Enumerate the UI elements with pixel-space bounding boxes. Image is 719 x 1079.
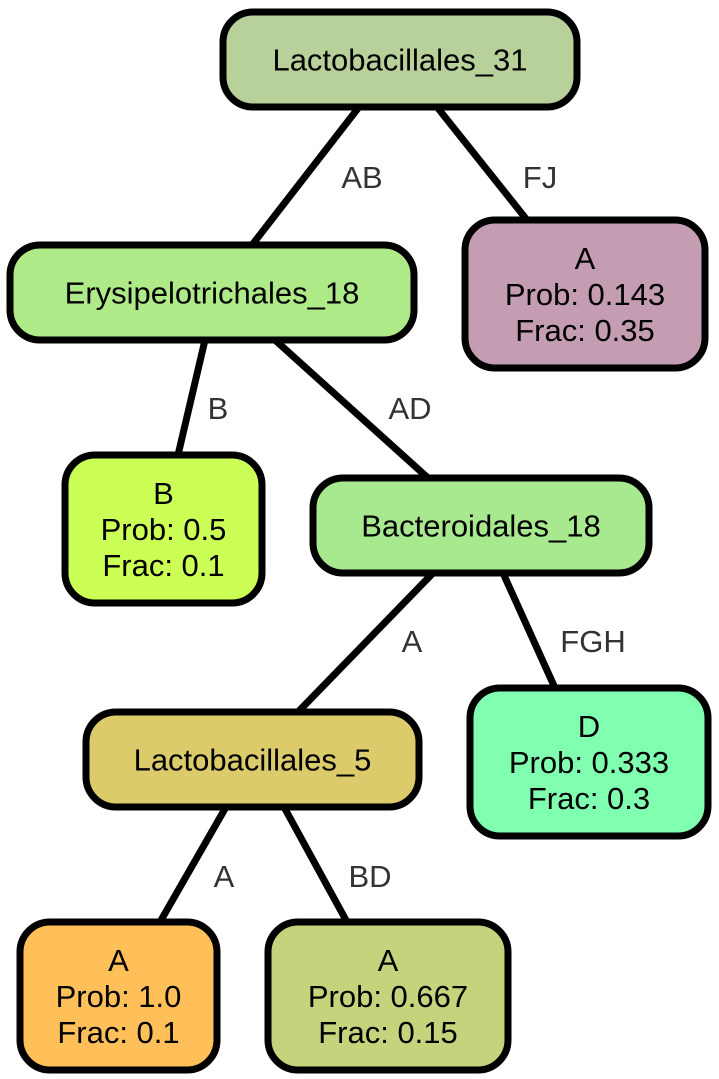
node-lactobacillales-5: Lactobacillales_5 (82, 708, 423, 811)
edge-label: A (214, 859, 235, 894)
edge-label: AB (341, 160, 382, 195)
node-erysipelotrichales-18: Erysipelotrichales_18 (6, 241, 418, 344)
node-box (16, 918, 221, 1074)
edge-label: BD (348, 859, 391, 894)
node-box (309, 474, 653, 577)
node-lactobacillales-31: Lactobacillales_31 (219, 8, 581, 111)
node-box (61, 451, 266, 607)
edge-lactobacillales-5-to-leaf-a-a (156, 805, 230, 924)
edge-label: FJ (523, 160, 557, 195)
edge-lactobacillales-31-to-erysipelotrichales-18 (249, 104, 362, 248)
node-title: D (578, 709, 600, 744)
node-prob: Prob: 0.667 (308, 979, 468, 1014)
node-prob: Prob: 1.0 (56, 979, 182, 1014)
node-title: A (575, 241, 596, 276)
node-frac: Frac: 0.15 (318, 1015, 458, 1050)
node-title: A (378, 943, 399, 978)
node-box (6, 241, 418, 344)
node-title: B (153, 476, 174, 511)
edge-label: AD (388, 391, 431, 426)
node-box (264, 918, 512, 1074)
node-title: A (108, 943, 129, 978)
edge-label: A (402, 624, 423, 659)
edge-bacteroidales-18-to-leaf-d (499, 571, 559, 690)
edge-label: B (208, 391, 229, 426)
node-title: Erysipelotrichales_18 (65, 276, 360, 311)
node-prob: Prob: 0.143 (505, 277, 665, 312)
node-box (466, 684, 712, 840)
edge-erysipelotrichales-18-to-bacteroidales-18 (272, 337, 431, 481)
node-prob: Prob: 0.5 (101, 512, 227, 547)
edge-lactobacillales-5-to-leaf-a-bd (280, 805, 351, 924)
edge-lactobacillales-31-to-leaf-a-fj (434, 104, 530, 223)
node-prob: Prob: 0.333 (509, 745, 669, 780)
node-box (219, 8, 581, 111)
node-title: Bacteroidales_18 (361, 509, 601, 544)
node-frac: Frac: 0.1 (57, 1015, 179, 1050)
node-frac: Frac: 0.35 (515, 313, 655, 348)
node-bacteroidales-18: Bacteroidales_18 (309, 474, 653, 577)
node-box (82, 708, 423, 811)
node-frac: Frac: 0.1 (102, 548, 224, 583)
edge-bacteroidales-18-to-lactobacillales-5 (295, 570, 436, 715)
edge-erysipelotrichales-18-to-leaf-b (174, 339, 209, 456)
node-box (461, 216, 709, 372)
node-title: Lactobacillales_31 (272, 43, 527, 78)
node-title: Lactobacillales_5 (134, 743, 372, 778)
node-frac: Frac: 0.3 (528, 781, 650, 816)
edge-label: FGH (560, 624, 625, 659)
